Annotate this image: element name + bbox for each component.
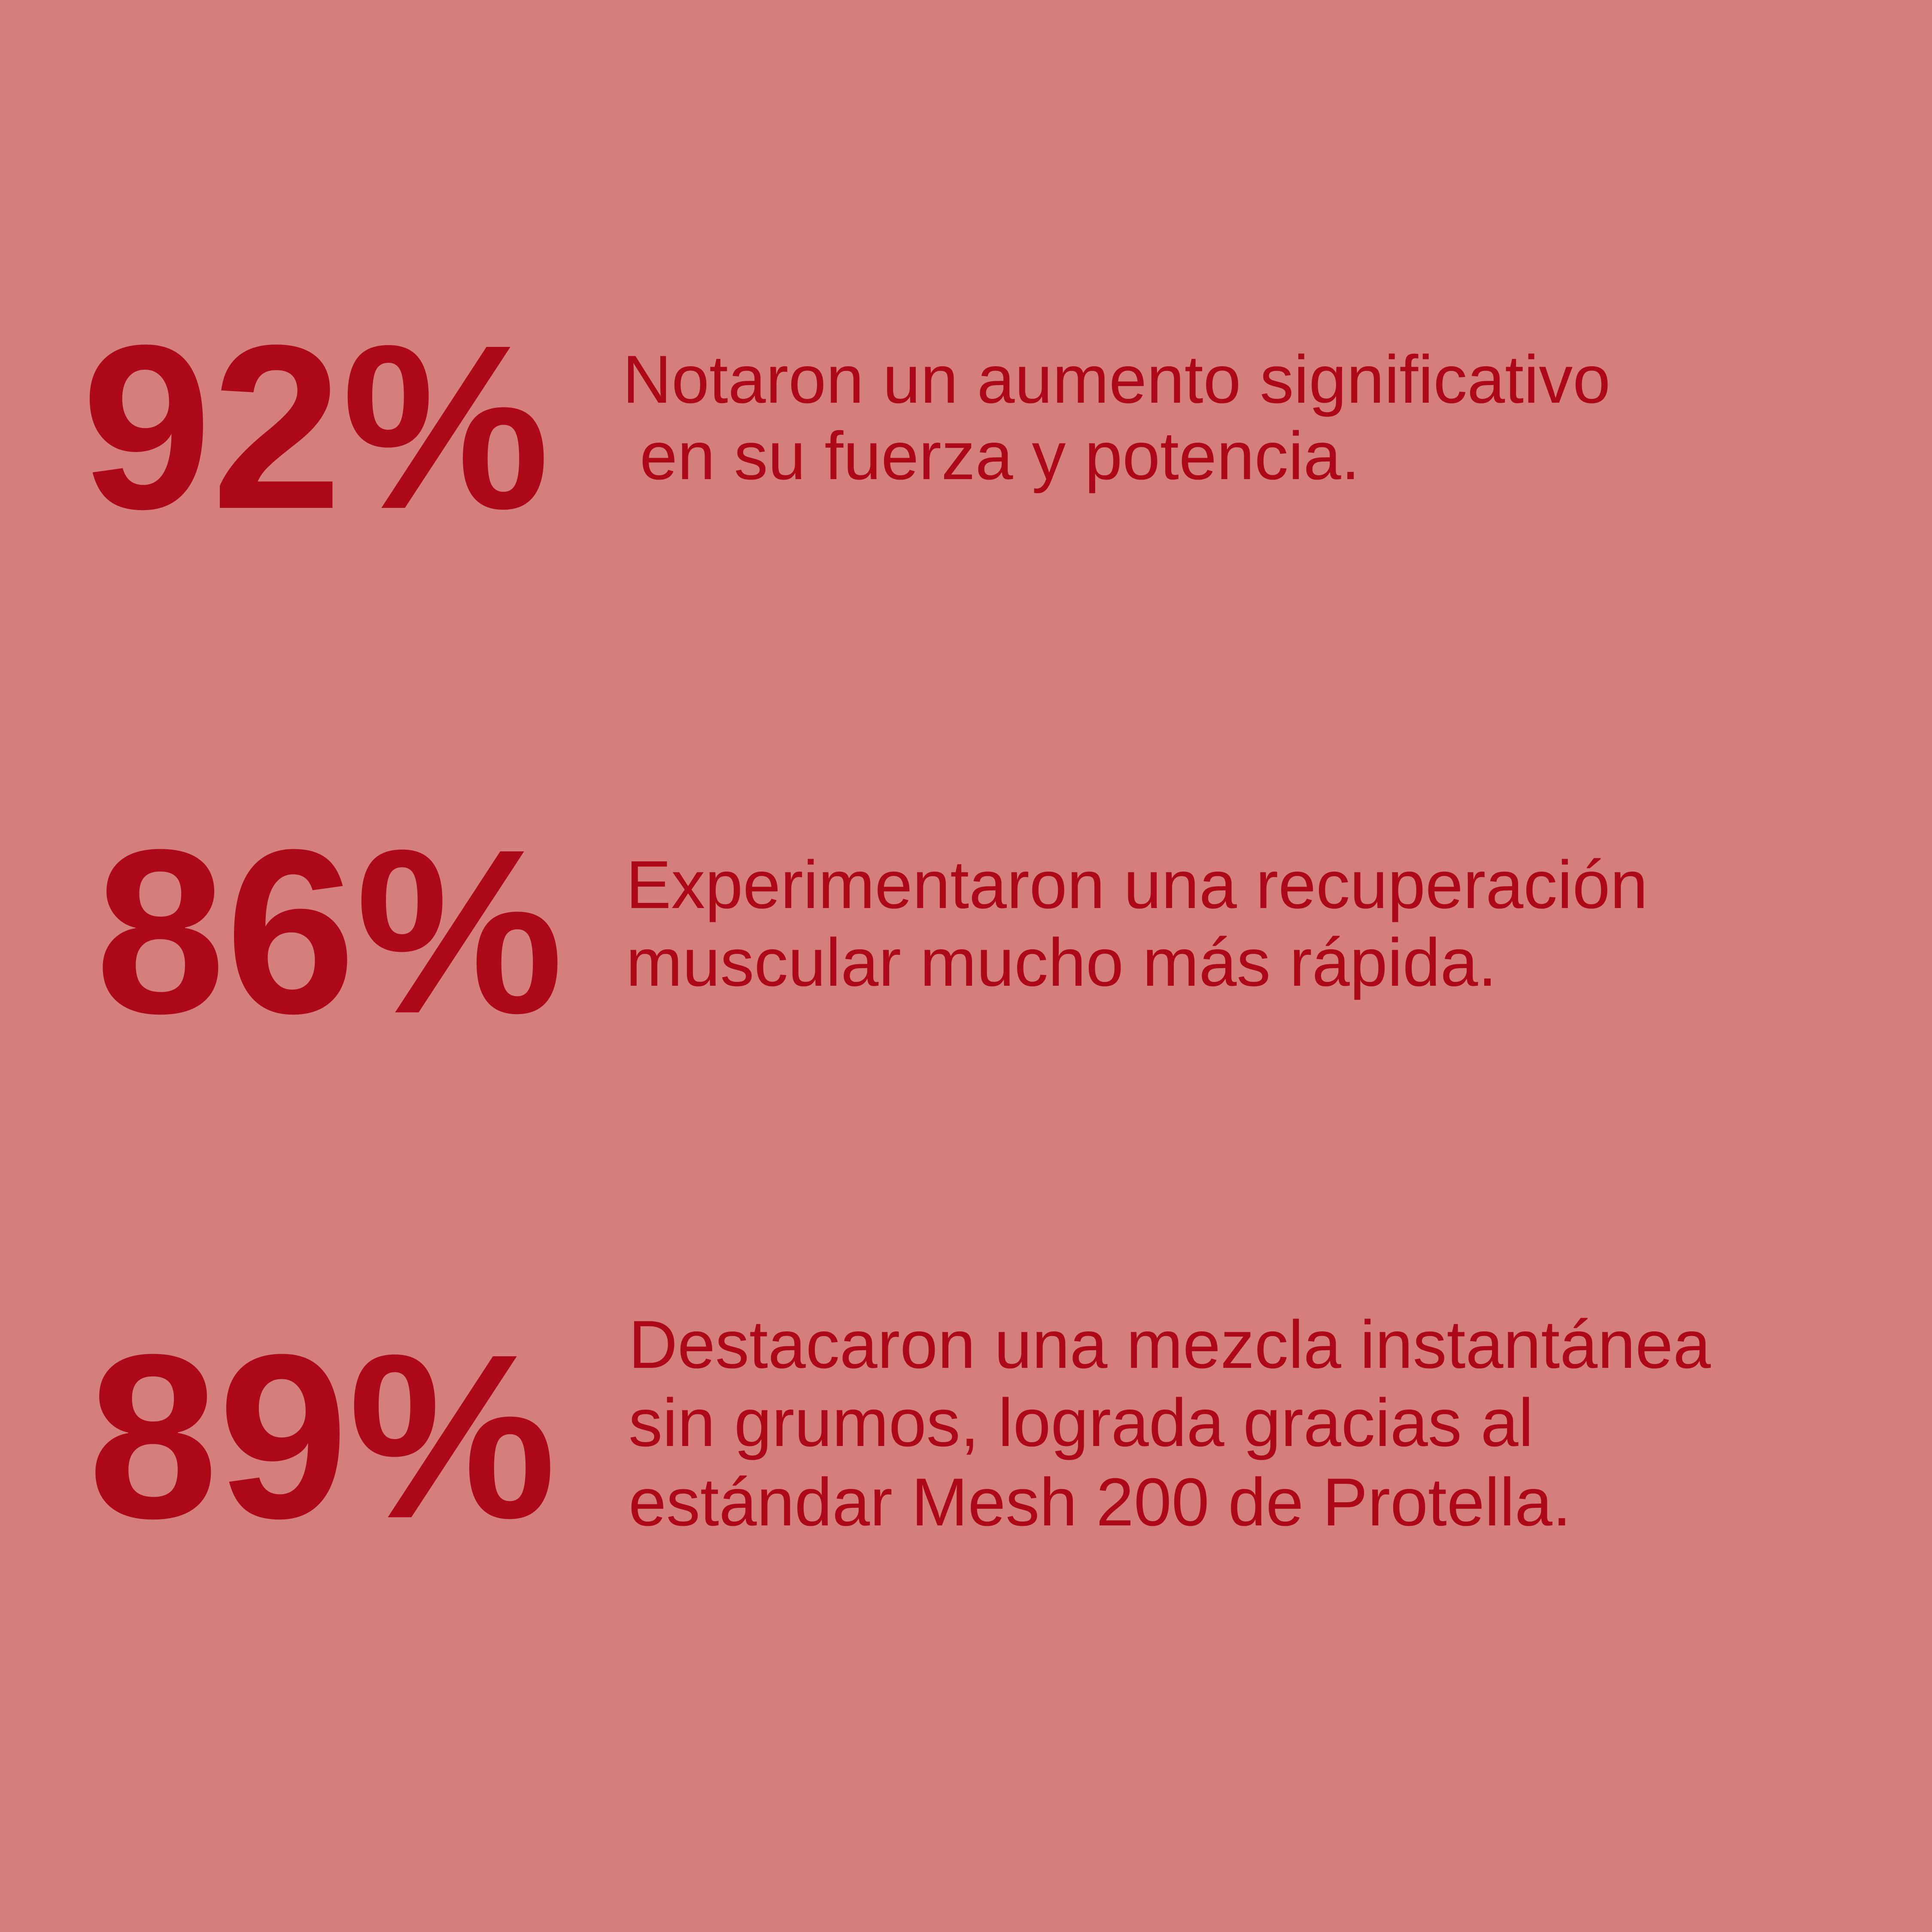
stat-percentage: 89% [88,1306,556,1567]
stat-percentage: 92% [82,297,550,558]
stat-description-line: Destacaron una mezcla instantánea [629,1307,1711,1382]
stat-description-line: en su fuerza y potencia. [640,418,1360,494]
stat-description-line: Notaron un aumento significativo [623,342,1610,417]
stat-row-1: 92% Notaron un aumento significativo en … [82,297,1610,558]
stat-description-line: Experimentaron una recuperación [626,847,1648,923]
stat-description-line: sin grumos, lograda gracias al [629,1385,1534,1461]
stat-percentage: 86% [95,801,564,1062]
stat-description-line: estándar Mesh 200 de Protella. [629,1464,1571,1540]
stat-row-3: 89% Destacaron una mezcla instantánea si… [88,1306,1711,1567]
stat-row-2: 86% Experimentaron una recuperación musc… [95,801,1648,1062]
stat-description-line: muscular mucho más rápida. [626,925,1497,1000]
